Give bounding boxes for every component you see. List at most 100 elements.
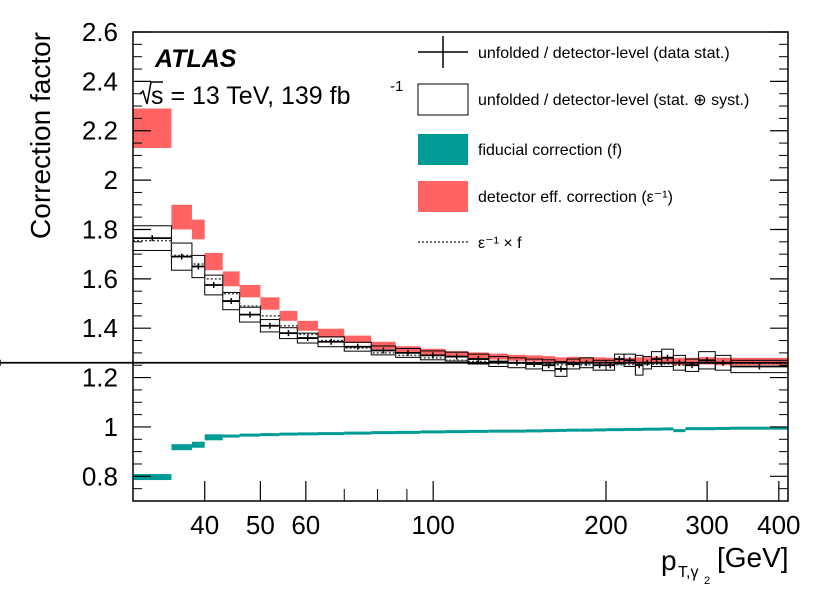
- fiducial-band: [624, 427, 636, 431]
- legend-item-product: ε⁻¹ × f: [418, 235, 522, 252]
- legend-item-syst: unfolded / detector-level (stat. ⊕ syst.…: [417, 83, 749, 116]
- det-eff-band: [468, 352, 489, 359]
- fiducial-band: [525, 429, 543, 433]
- fiducial-band: [715, 426, 731, 430]
- data-layer: [0, 108, 789, 481]
- y-tick-label: 2.4: [82, 66, 118, 96]
- fiducial-band: [542, 429, 555, 433]
- fiducial-band: [579, 428, 594, 432]
- x-axis-title-sub: T,γ: [678, 564, 698, 581]
- y-tick-label: 2.6: [82, 17, 118, 47]
- x-axis-title-subsub: 2: [704, 575, 710, 587]
- y-tick-label: 2: [104, 165, 118, 195]
- x-tick-label: 60: [291, 510, 320, 540]
- fiducial-band: [260, 433, 280, 437]
- x-tick-label: 300: [685, 510, 728, 540]
- fiducial-band: [698, 427, 716, 431]
- fiducial-band: [508, 429, 526, 433]
- energy-sup: -1: [390, 78, 403, 95]
- tick-layer: 0.8 1 1.2 1.4 1.6 1.8 2 2.2 2.4 2.6 40 50 60 100 200 30…: [82, 17, 801, 540]
- fiducial-band: [191, 441, 205, 448]
- det-eff-band: [222, 271, 240, 287]
- det-eff-band: [317, 328, 345, 338]
- y-tick-label: 0.8: [82, 461, 118, 491]
- legend-label-product: ε⁻¹ × f: [478, 235, 522, 252]
- legend-item-fiducial: fiducial correction (f): [418, 134, 622, 165]
- fiducial-band: [635, 427, 644, 431]
- det-eff-band: [191, 219, 205, 240]
- y-tick-label: 1.6: [82, 264, 118, 294]
- y-tick-label: 1.8: [82, 214, 118, 244]
- energy-text: s = 13 TeV, 139 fb: [151, 82, 350, 110]
- fiducial-band: [554, 428, 567, 432]
- det-eff-band: [542, 356, 555, 363]
- det-eff-band: [685, 357, 699, 366]
- fiducial-band: [651, 427, 662, 431]
- legend-label-fiducial: fiducial correction (f): [478, 142, 622, 159]
- fiducial-band: [133, 474, 172, 481]
- fiducial-band: [395, 430, 421, 434]
- fiducial-band: [222, 434, 240, 438]
- fiducial-band: [371, 431, 396, 435]
- y-tick-label: 1.2: [82, 363, 118, 393]
- det-eff-band: [344, 335, 372, 344]
- fiducial-band: [488, 429, 509, 433]
- legend: unfolded / detector-level (data stat.) u…: [417, 36, 749, 252]
- det-eff-band: [133, 108, 172, 149]
- fiducial-band: [420, 430, 446, 434]
- det-eff-band: [297, 320, 318, 331]
- det-eff-band: [279, 310, 298, 321]
- y-axis-title: Correction factor: [25, 32, 56, 239]
- det-eff-band: [554, 357, 567, 364]
- x-tick-label: 100: [411, 510, 454, 540]
- fiducial-band: [614, 428, 625, 432]
- fiducial-band: [239, 433, 261, 437]
- energy-label: s = 13 TeV, 139 fb -1: [139, 78, 403, 110]
- legend-label-det-eff: detector eff. correction (ε⁻¹): [478, 189, 673, 206]
- det-eff-band: [204, 252, 223, 271]
- det-eff-band: [420, 348, 446, 355]
- det-eff-band: [239, 285, 261, 298]
- legend-item-det-eff: detector eff. correction (ε⁻¹): [418, 181, 673, 212]
- y-tick-label: 2.2: [82, 116, 118, 146]
- fiducial-band: [673, 429, 686, 433]
- x-axis-title: p T,γ 2 [GeV]: [661, 542, 789, 587]
- atlas-label: ATLAS: [154, 45, 237, 73]
- fiducial-band: [171, 444, 192, 451]
- x-tick-label: 50: [246, 510, 275, 540]
- fiducial-band: [317, 432, 345, 436]
- x-tick-label: 40: [190, 510, 219, 540]
- det-eff-band: [395, 346, 421, 353]
- x-tick-label: 400: [757, 510, 800, 540]
- fiducial-band: [606, 428, 615, 432]
- fiducial-band: [445, 430, 469, 434]
- x-axis-title-unit: [GeV]: [717, 542, 789, 573]
- sqrt-symbol: [139, 81, 163, 105]
- legend-swatch-det-eff: [418, 181, 468, 212]
- fiducial-band: [685, 427, 699, 431]
- fiducial-band: [730, 426, 788, 430]
- fiducial-band: [344, 431, 372, 435]
- legend-swatch-fiducial: [418, 134, 468, 165]
- fiducial-band: [204, 434, 223, 441]
- x-axis-title-p: p: [661, 545, 677, 576]
- fiducial-band: [643, 427, 652, 431]
- det-eff-band: [566, 356, 580, 363]
- x-tick-label: 200: [584, 510, 627, 540]
- fiducial-band: [593, 428, 607, 432]
- fiducial-band: [468, 429, 489, 433]
- fiducial-band: [279, 432, 298, 436]
- y-tick-label: 1: [104, 412, 118, 442]
- det-eff-band: [525, 355, 543, 362]
- det-eff-band: [635, 357, 644, 364]
- legend-label-syst: unfolded / detector-level (stat. ⊕ syst.…: [478, 92, 749, 109]
- y-tick-label: 1.4: [82, 313, 118, 343]
- fiducial-band: [297, 432, 318, 436]
- fiducial-band: [566, 428, 580, 432]
- fiducial-band: [661, 427, 674, 431]
- det-eff-band: [260, 297, 280, 310]
- det-eff-band: [171, 204, 192, 230]
- legend-item-data-stat: unfolded / detector-level (data stat.): [418, 36, 730, 68]
- legend-label-data-stat: unfolded / detector-level (data stat.): [478, 45, 730, 62]
